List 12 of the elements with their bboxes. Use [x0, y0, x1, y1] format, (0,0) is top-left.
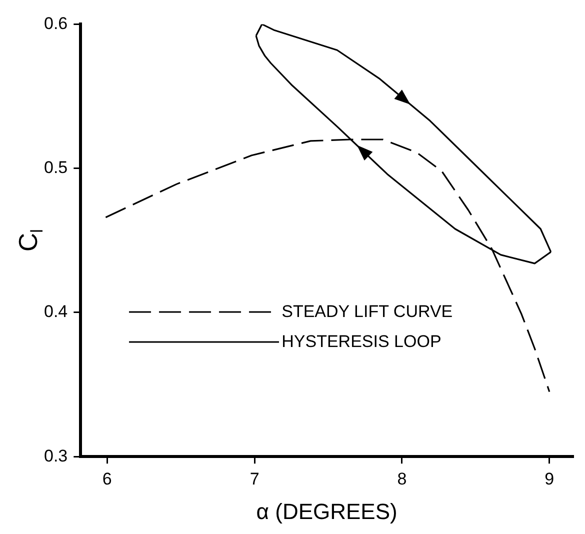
x-tick-label: 9 [544, 469, 554, 488]
y-tick-label: 0.6 [44, 14, 68, 33]
y-tick-label: 0.5 [44, 158, 68, 178]
legend-label: HYSTERESIS LOOP [282, 332, 442, 352]
legend-label: STEADY LIFT CURVE [282, 302, 453, 322]
x-tick-label: 7 [250, 469, 260, 488]
x-axis-title: α (DEGREES) [256, 499, 398, 524]
x-tick-label: 8 [397, 469, 407, 488]
y-axis-title: Cl [13, 229, 47, 252]
y-tick-label: 0.4 [44, 302, 68, 322]
y-tick-label: 0.3 [44, 446, 68, 466]
x-tick-label: 6 [102, 469, 112, 488]
